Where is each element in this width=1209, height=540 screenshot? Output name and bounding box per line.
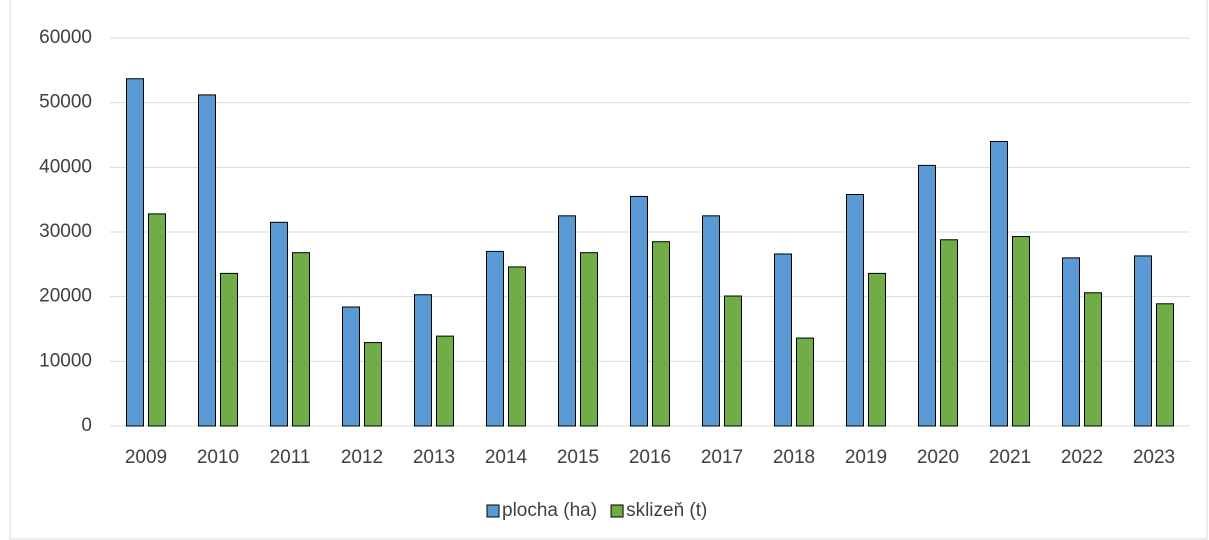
bar — [292, 252, 310, 427]
y-tick-label: 10000 — [39, 350, 92, 371]
bar — [270, 221, 288, 427]
x-tick-label: 2016 — [629, 447, 671, 468]
x-tick-label: 2017 — [701, 447, 743, 468]
x-tick-label: 2018 — [773, 447, 815, 468]
x-tick-label: 2022 — [1061, 447, 1103, 468]
legend-swatch — [610, 504, 624, 518]
bar — [414, 294, 432, 427]
x-tick-label: 2020 — [917, 447, 959, 468]
y-tick-label: 0 — [81, 415, 92, 436]
legend-label: plocha (ha) — [502, 500, 597, 521]
chart-frame — [9, 0, 1208, 540]
bar — [724, 295, 742, 427]
bar — [486, 250, 504, 427]
bar — [868, 272, 886, 427]
x-tick-label: 2021 — [989, 447, 1031, 468]
bar — [846, 193, 864, 427]
bar — [1156, 303, 1174, 427]
bar — [1012, 236, 1030, 427]
legend-label: sklizeň (t) — [626, 500, 707, 521]
x-tick-label: 2010 — [197, 447, 239, 468]
bar — [580, 252, 598, 427]
bar — [796, 337, 814, 427]
bar — [652, 241, 670, 427]
y-tick-label: 20000 — [39, 286, 92, 307]
bar — [1134, 255, 1152, 427]
x-tick-label: 2014 — [485, 447, 528, 468]
bar — [508, 266, 526, 427]
y-tick-label: 40000 — [39, 156, 92, 177]
bar — [220, 272, 238, 427]
bar — [702, 215, 720, 427]
bar — [558, 215, 576, 427]
bar — [630, 195, 648, 427]
bar — [148, 213, 166, 427]
bar — [342, 306, 360, 427]
y-tick-label: 60000 — [39, 27, 92, 48]
bar — [126, 78, 144, 427]
x-tick-label: 2012 — [341, 447, 383, 468]
bar — [436, 335, 454, 427]
bar — [918, 164, 936, 427]
x-tick-label: 2011 — [270, 447, 311, 468]
bar — [198, 94, 216, 427]
bar — [774, 253, 792, 427]
y-tick-label: 30000 — [39, 221, 92, 242]
x-tick-label: 2009 — [125, 447, 167, 468]
bar — [1062, 257, 1080, 427]
x-tick-label: 2019 — [845, 447, 887, 468]
x-tick-label: 2023 — [1133, 447, 1175, 468]
bar — [990, 140, 1008, 427]
bar — [1084, 292, 1102, 427]
x-tick-label: 2013 — [413, 447, 455, 468]
x-tick-label: 2015 — [557, 447, 599, 468]
bar — [940, 239, 958, 427]
bar — [364, 342, 382, 427]
y-tick-label: 50000 — [39, 92, 92, 113]
legend-swatch — [486, 504, 500, 518]
